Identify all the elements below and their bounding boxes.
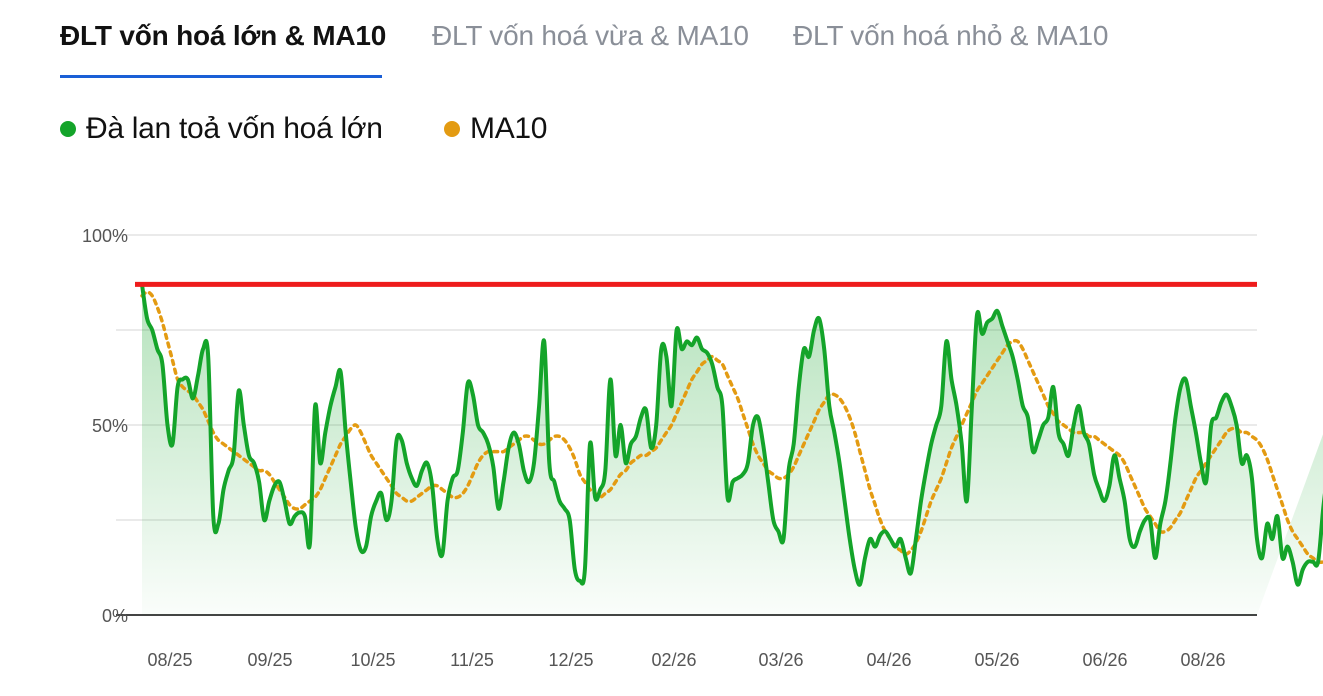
active-tab-underline [60,75,382,78]
y-tick-label: 0% [102,606,128,626]
x-tick-label: 09/25 [247,650,292,670]
legend-item-ma10[interactable]: MA10 [444,112,547,146]
legend-label-ma10: MA10 [470,112,548,145]
x-tick-label: 08/26 [1180,650,1225,670]
x-tick-label: 03/26 [758,650,803,670]
tab-mid-cap[interactable]: ĐLT vốn hoá vừa & MA10 [432,20,749,51]
x-tick-label: 10/25 [350,650,395,670]
tab-bar: ĐLT vốn hoá lớn & MA10 ĐLT vốn hoá vừa &… [60,14,1260,80]
series-main-area [142,284,1323,615]
x-tick-label: 12/25 [548,650,593,670]
x-tick-label: 02/26 [651,650,696,670]
chart-legend: Đà lan toả vốn hoá lớn MA10 [60,112,1060,156]
legend-dot-main-icon [60,121,76,137]
tab-small-cap[interactable]: ĐLT vốn hoá nhỏ & MA10 [793,20,1109,51]
series-main-line [140,282,1323,587]
legend-item-main[interactable]: Đà lan toả vốn hoá lớn [60,112,383,146]
x-tick-label: 05/26 [974,650,1019,670]
legend-label-main: Đà lan toả vốn hoá lớn [86,112,383,145]
legend-dot-ma10-icon [444,121,460,137]
x-tick-label: 04/26 [866,650,911,670]
x-tick-label: 06/26 [1082,650,1127,670]
tab-large-cap[interactable]: ĐLT vốn hoá lớn & MA10 [60,20,387,51]
x-tick-label: 08/25 [147,650,192,670]
x-tick-label: 11/25 [450,650,494,670]
y-tick-label: 50% [92,416,128,436]
y-tick-label: 100% [82,226,128,246]
